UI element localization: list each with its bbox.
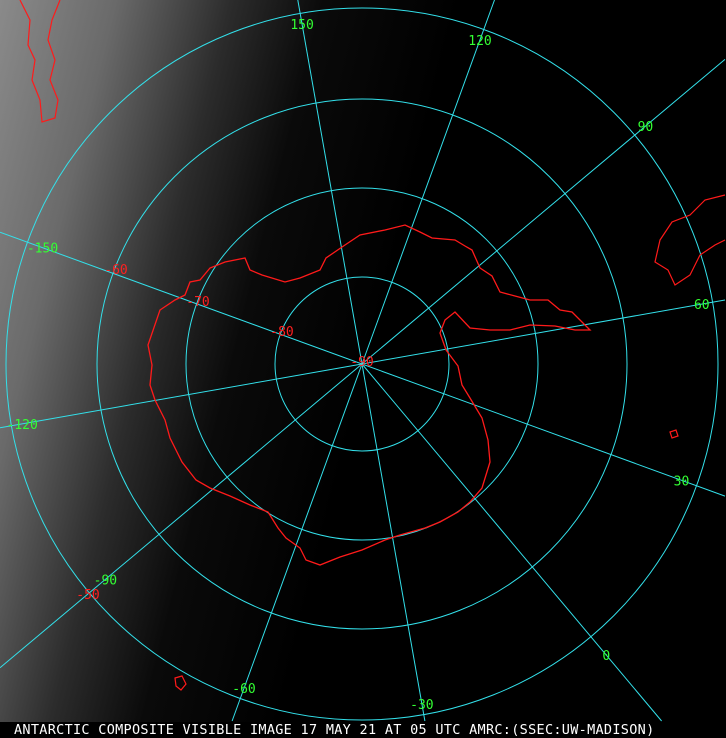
longitude-label: 90 [638, 120, 654, 135]
africa-coastline [654, 194, 726, 286]
longitude-line [0, 363, 363, 429]
longitude-label: -30 [410, 698, 433, 713]
latitude-circle [274, 276, 450, 452]
longitude-line [361, 299, 726, 365]
longitude-label: 60 [694, 298, 710, 313]
longitude-line [0, 363, 363, 669]
longitude-line [0, 231, 363, 365]
latitude-label: -50 [76, 588, 99, 603]
longitude-line [231, 363, 363, 722]
latitude-circle [96, 98, 628, 630]
graticule [0, 0, 726, 722]
coastlines [19, 0, 726, 691]
latitude-label: -80 [270, 325, 293, 340]
longitude-line [361, 363, 662, 722]
image-caption: ANTARCTIC COMPOSITE VISIBLE IMAGE 17 MAY… [0, 722, 726, 738]
longitude-label: -120 [7, 418, 38, 433]
longitude-label: 120 [468, 34, 491, 49]
longitude-line [361, 363, 726, 497]
longitude-line [361, 363, 426, 722]
latitude-label: -60 [104, 263, 127, 278]
latitude-label: -90 [350, 355, 373, 370]
longitude-label: 0 [602, 649, 610, 664]
longitude-line [361, 0, 495, 365]
latitude-label: -70 [186, 295, 209, 310]
grid-labels: 150 120 90 60 30 0 -30 -60 -90 -120 -150 -90 -80 -70 -… [7, 18, 710, 713]
latitude-circle [5, 7, 719, 721]
longitude-line [361, 59, 726, 365]
map-canvas: 150 120 90 60 30 0 -30 -60 -90 -120 -150 -90 -80 -70 -… [0, 0, 726, 722]
antarctica-coastline [147, 224, 592, 566]
latitude-circle [185, 187, 539, 541]
island-outline [174, 429, 679, 691]
longitude-label: 150 [290, 18, 313, 33]
south-america-coastline [19, 0, 61, 123]
longitude-label: 30 [674, 474, 690, 489]
longitude-label: -90 [94, 573, 117, 588]
longitude-label: -60 [232, 682, 255, 697]
longitude-label: -150 [27, 242, 58, 257]
longitude-line [297, 0, 363, 365]
